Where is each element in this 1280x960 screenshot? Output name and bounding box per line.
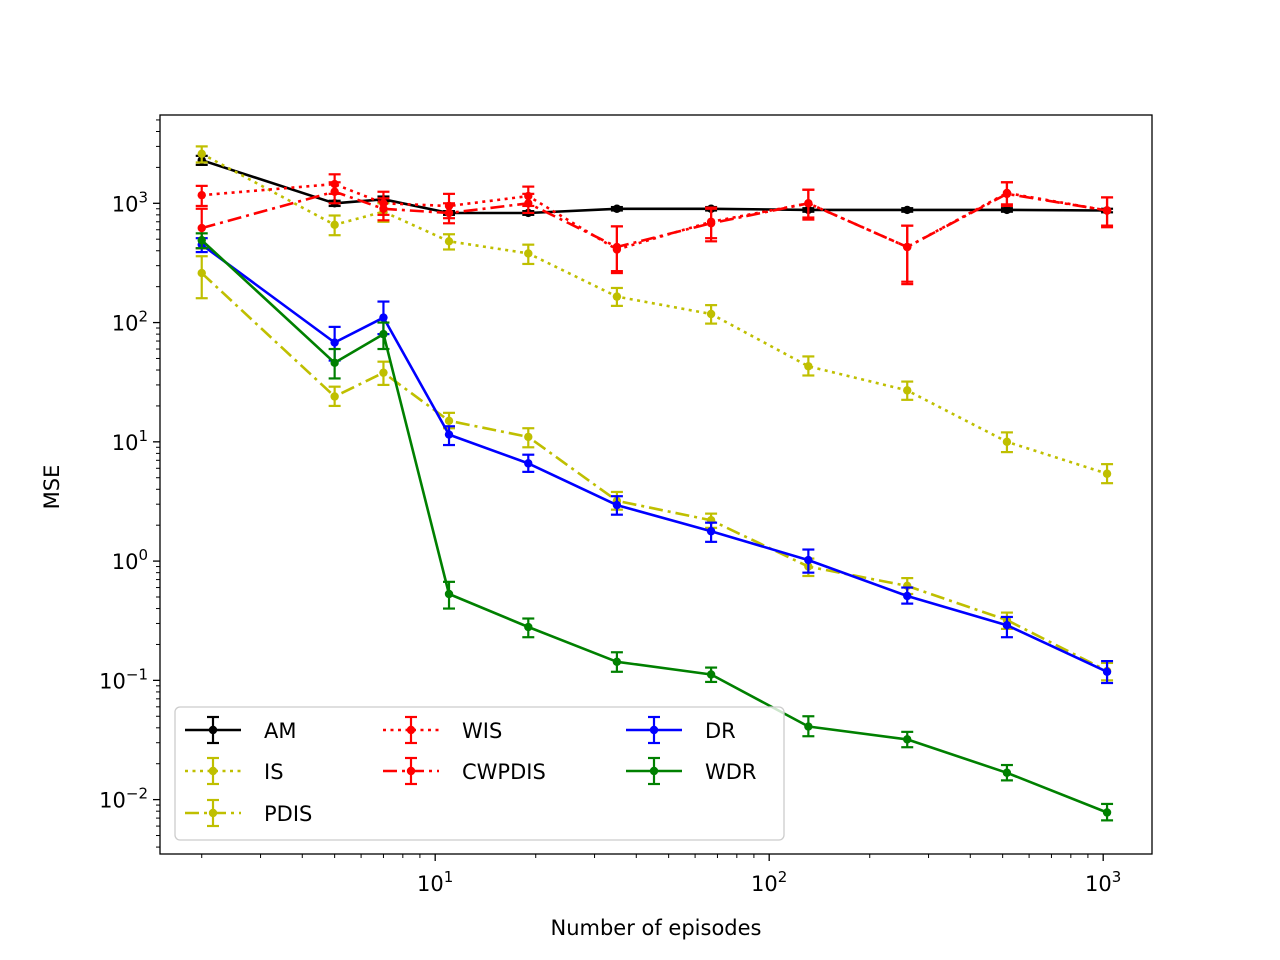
data-point-is <box>804 362 813 371</box>
legend-marker-am <box>208 725 218 735</box>
data-point-cwpdis <box>524 199 533 208</box>
data-point-wdr <box>1002 768 1012 777</box>
data-point-wdr <box>612 657 622 667</box>
legend-item-dr: DR <box>626 715 736 745</box>
data-point-cwpdis <box>1102 206 1112 215</box>
legend-label-wdr: WDR <box>705 760 757 784</box>
data-point-cwpdis <box>1002 189 1012 199</box>
data-point-dr <box>903 591 912 601</box>
data-point-dr <box>524 459 533 468</box>
data-point-wdr <box>197 236 206 245</box>
y-axis-label: MSE <box>40 465 64 510</box>
data-point-dr <box>444 430 454 439</box>
legend-item-pdis: PDIS <box>185 798 312 828</box>
axes-ticks: 101 102 103 10−2 10−1 100 101 102 103 <box>99 119 1121 896</box>
data-point-dr <box>330 338 339 347</box>
data-point-wdr <box>804 722 813 731</box>
legend-label-am: AM <box>264 719 296 743</box>
y-tick-label: 103 <box>112 188 148 216</box>
legend-item-is: IS <box>185 756 284 786</box>
legend-item-cwpdis: CWPDIS <box>383 756 546 786</box>
legend: AM IS PDIS WIS CWPDIS DR WDR <box>174 706 785 841</box>
data-point-is <box>612 292 622 301</box>
data-point-is <box>524 249 533 258</box>
plot-frame <box>159 114 1153 855</box>
data-point-is <box>1002 437 1012 447</box>
y-tick-label: 100 <box>112 546 148 574</box>
data-point-wdr <box>1102 808 1112 817</box>
data-point-is <box>706 309 716 319</box>
data-point-cwpdis <box>444 208 454 218</box>
data-point-is <box>1102 469 1112 478</box>
legend-marker-dr <box>649 725 659 735</box>
data-point-is <box>330 220 339 230</box>
data-point-is <box>444 237 454 246</box>
plot-area <box>195 145 1114 822</box>
data-point-dr <box>1102 667 1112 676</box>
data-point-cwpdis <box>804 199 813 208</box>
series-is <box>195 145 1114 485</box>
data-point-is <box>197 149 206 159</box>
legend-marker-cwpdis <box>406 766 416 776</box>
data-point-wdr <box>524 622 533 632</box>
data-point-dr <box>706 527 716 536</box>
y-tick-label: 102 <box>112 308 148 336</box>
data-point-dr <box>612 500 622 510</box>
legend-label-wis: WIS <box>462 719 502 743</box>
data-point-am <box>903 205 912 215</box>
data-point-wdr <box>379 329 388 339</box>
legend-marker-wdr <box>649 766 659 776</box>
data-point-am <box>1002 205 1012 215</box>
data-point-pdis <box>379 368 388 377</box>
y-tick-label: 101 <box>112 427 148 455</box>
legend-label-cwpdis: CWPDIS <box>462 760 546 784</box>
data-point-wdr <box>903 735 912 744</box>
data-point-am <box>612 204 622 213</box>
legend-label-is: IS <box>264 760 284 784</box>
data-point-pdis <box>330 392 339 401</box>
y-tick-label: 10−1 <box>99 665 148 693</box>
data-point-wis <box>197 190 206 200</box>
series-dr <box>195 237 1114 685</box>
data-point-cwpdis <box>612 242 622 252</box>
data-point-is <box>903 386 912 395</box>
legend-item-wis: WIS <box>383 715 502 745</box>
data-point-pdis <box>197 268 206 278</box>
legend-marker-pdis <box>208 808 218 818</box>
data-point-cwpdis <box>197 223 206 233</box>
legend-item-wdr: WDR <box>626 756 757 786</box>
data-point-cwpdis <box>706 219 716 228</box>
x-tick-label: 102 <box>751 868 787 896</box>
legend-marker-is <box>208 766 218 776</box>
data-point-dr <box>804 555 813 565</box>
y-tick-label: 10−2 <box>99 785 148 813</box>
data-point-cwpdis <box>379 204 388 213</box>
legend-item-am: AM <box>185 715 296 745</box>
legend-marker-wis <box>406 725 416 735</box>
data-point-cwpdis <box>330 187 339 196</box>
series-wdr <box>195 232 1114 822</box>
data-point-pdis <box>444 416 454 426</box>
data-point-dr <box>1002 621 1012 630</box>
data-point-wdr <box>330 358 339 367</box>
x-tick-label: 103 <box>1085 868 1121 896</box>
x-axis-label: Number of episodes <box>550 916 761 940</box>
x-tick-label: 101 <box>417 868 453 896</box>
data-point-pdis <box>524 432 533 442</box>
data-point-wdr <box>444 589 454 599</box>
data-point-wdr <box>706 670 716 679</box>
legend-label-dr: DR <box>705 719 736 743</box>
legend-label-pdis: PDIS <box>264 802 312 826</box>
data-point-cwpdis <box>903 242 912 252</box>
data-point-dr <box>379 313 388 322</box>
legend-box <box>174 706 785 841</box>
